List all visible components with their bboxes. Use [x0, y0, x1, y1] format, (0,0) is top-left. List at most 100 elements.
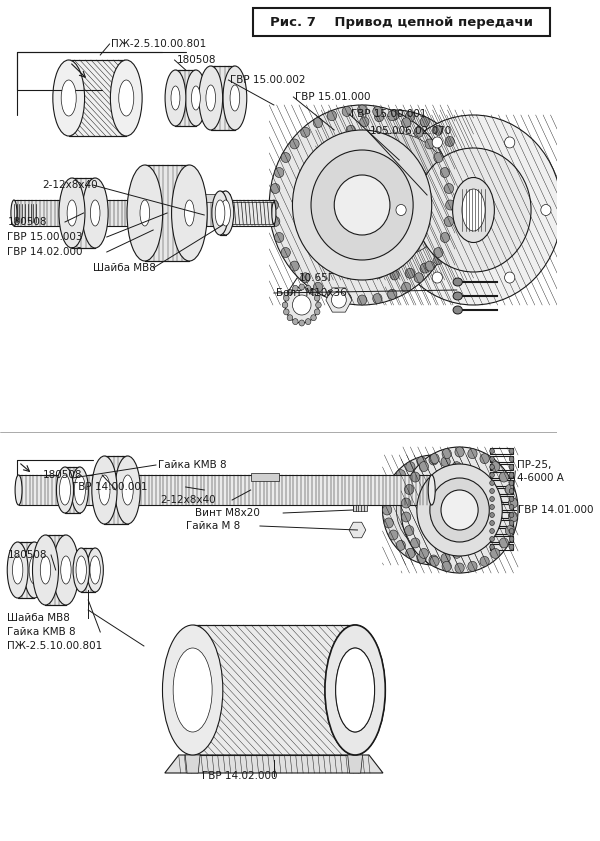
Text: 10.65Г: 10.65Г	[299, 273, 335, 283]
Circle shape	[490, 496, 494, 501]
Text: ПР-25,: ПР-25,	[517, 460, 551, 470]
Text: Шайба МВ8: Шайба МВ8	[93, 263, 156, 273]
Circle shape	[358, 155, 432, 235]
Circle shape	[454, 150, 464, 160]
Circle shape	[474, 492, 483, 502]
Circle shape	[541, 204, 551, 215]
Ellipse shape	[462, 189, 485, 231]
Ellipse shape	[87, 548, 103, 592]
Circle shape	[452, 462, 461, 472]
Circle shape	[275, 167, 284, 177]
Polygon shape	[72, 178, 95, 248]
Circle shape	[509, 544, 514, 549]
Circle shape	[509, 521, 514, 526]
Circle shape	[342, 294, 352, 304]
Circle shape	[429, 555, 438, 565]
Circle shape	[490, 448, 494, 453]
Circle shape	[404, 484, 414, 495]
Ellipse shape	[91, 200, 100, 226]
Ellipse shape	[206, 85, 215, 111]
Polygon shape	[14, 200, 274, 226]
Ellipse shape	[171, 86, 180, 110]
Circle shape	[269, 105, 455, 305]
Circle shape	[462, 469, 471, 479]
Circle shape	[509, 480, 514, 485]
Ellipse shape	[325, 625, 385, 755]
Circle shape	[346, 125, 356, 135]
Polygon shape	[211, 66, 235, 130]
Circle shape	[425, 139, 434, 149]
Circle shape	[374, 112, 384, 122]
Ellipse shape	[29, 556, 40, 584]
Circle shape	[316, 182, 325, 192]
Circle shape	[490, 544, 494, 549]
Ellipse shape	[215, 200, 225, 226]
Text: ГВР 15.00.003: ГВР 15.00.003	[7, 232, 83, 242]
Circle shape	[441, 490, 478, 530]
Polygon shape	[230, 202, 274, 224]
Circle shape	[293, 319, 298, 325]
Text: ГВР 14.00.001: ГВР 14.00.001	[73, 482, 148, 492]
Polygon shape	[185, 755, 200, 773]
Circle shape	[445, 183, 454, 193]
Polygon shape	[145, 165, 190, 261]
Polygon shape	[65, 467, 80, 513]
Circle shape	[337, 133, 452, 257]
Circle shape	[358, 295, 367, 305]
Circle shape	[316, 110, 473, 280]
Circle shape	[406, 112, 415, 122]
Circle shape	[420, 117, 430, 127]
Ellipse shape	[127, 165, 163, 261]
Circle shape	[490, 473, 494, 478]
Circle shape	[305, 319, 311, 325]
Circle shape	[281, 247, 290, 257]
Polygon shape	[104, 456, 128, 524]
Ellipse shape	[217, 191, 234, 235]
Circle shape	[419, 548, 428, 558]
Circle shape	[430, 557, 439, 566]
Circle shape	[509, 448, 514, 453]
Circle shape	[419, 462, 428, 472]
Circle shape	[293, 285, 298, 291]
Circle shape	[461, 214, 470, 225]
Circle shape	[445, 136, 454, 146]
Ellipse shape	[191, 86, 200, 110]
Circle shape	[490, 464, 494, 469]
Text: Рис. 7    Привод цепной передачи: Рис. 7 Привод цепной передачи	[269, 15, 533, 29]
Ellipse shape	[325, 625, 385, 755]
Text: ГВР 15.00.002: ГВР 15.00.002	[230, 75, 306, 85]
Circle shape	[331, 292, 346, 308]
Ellipse shape	[59, 178, 85, 248]
Polygon shape	[353, 505, 367, 511]
Polygon shape	[204, 194, 230, 202]
Text: ГВР 14.02.000: ГВР 14.02.000	[7, 247, 83, 257]
Circle shape	[475, 505, 485, 515]
Ellipse shape	[92, 456, 117, 524]
Circle shape	[284, 295, 289, 301]
Circle shape	[319, 166, 329, 175]
Circle shape	[445, 216, 454, 226]
Circle shape	[474, 518, 483, 528]
Circle shape	[406, 462, 415, 472]
Circle shape	[290, 139, 299, 149]
Circle shape	[342, 107, 352, 116]
Circle shape	[410, 485, 457, 535]
Circle shape	[441, 457, 450, 467]
Circle shape	[509, 489, 514, 494]
Circle shape	[432, 272, 442, 283]
Ellipse shape	[74, 475, 85, 505]
Circle shape	[311, 150, 413, 260]
Circle shape	[452, 548, 461, 558]
Circle shape	[509, 537, 514, 542]
Ellipse shape	[119, 80, 134, 116]
Circle shape	[480, 453, 489, 463]
Circle shape	[292, 130, 432, 280]
Circle shape	[430, 453, 439, 463]
Circle shape	[281, 152, 290, 162]
Ellipse shape	[82, 178, 108, 248]
Circle shape	[462, 541, 471, 550]
Ellipse shape	[428, 475, 435, 505]
Ellipse shape	[71, 467, 88, 513]
Polygon shape	[81, 548, 95, 592]
Circle shape	[509, 473, 514, 478]
